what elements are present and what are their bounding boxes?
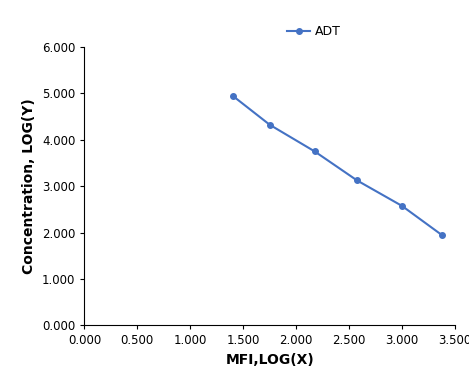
ADT bbox=[354, 178, 360, 183]
ADT bbox=[267, 122, 272, 127]
X-axis label: MFI,LOG(X): MFI,LOG(X) bbox=[225, 353, 314, 367]
Line: ADT: ADT bbox=[230, 93, 445, 238]
Y-axis label: Concentration, LOG(Y): Concentration, LOG(Y) bbox=[23, 98, 37, 274]
ADT bbox=[312, 149, 318, 154]
Legend: ADT: ADT bbox=[282, 20, 346, 43]
ADT bbox=[399, 203, 405, 208]
ADT bbox=[439, 232, 445, 237]
ADT bbox=[230, 93, 235, 98]
